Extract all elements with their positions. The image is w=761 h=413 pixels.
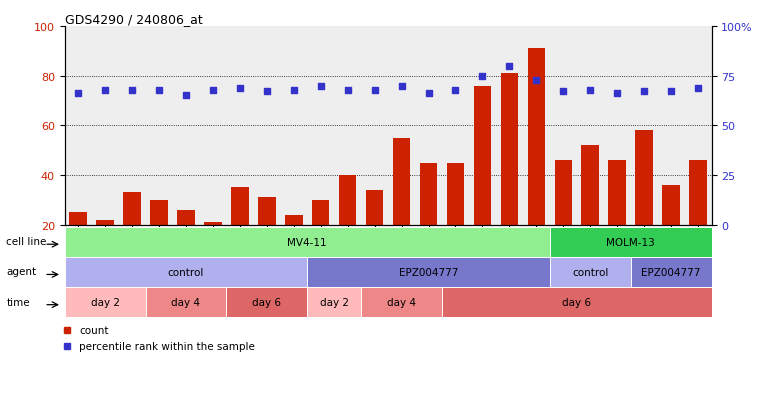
Text: percentile rank within the sample: percentile rank within the sample [79,341,255,351]
Text: control: control [167,267,204,278]
Text: cell line: cell line [6,237,46,247]
Bar [231,188,249,225]
Bar [204,223,221,225]
Point [342,87,354,94]
Point [665,89,677,95]
Bar [69,213,87,225]
Bar [689,161,707,225]
Text: day 2: day 2 [91,297,119,308]
Bar [635,131,653,225]
Text: control: control [572,267,609,278]
Text: MV4-11: MV4-11 [288,237,327,247]
Text: EPZ004777: EPZ004777 [399,267,458,278]
Text: day 2: day 2 [320,297,349,308]
Point [126,87,139,94]
Point [314,83,326,90]
Bar [285,215,303,225]
Bar [527,49,545,225]
Bar [150,200,167,225]
Text: EPZ004777: EPZ004777 [642,267,701,278]
Point [638,89,650,95]
Text: day 4: day 4 [171,297,200,308]
Bar [662,185,680,225]
Point [557,89,569,95]
Point [584,87,597,94]
Point [503,63,515,70]
Bar [312,200,330,225]
Bar [177,210,195,225]
Point [530,77,543,84]
Point [450,87,462,94]
Bar [393,138,410,225]
Point [234,85,246,92]
Bar [555,161,572,225]
Bar [581,146,599,225]
Bar [258,198,275,225]
Point [611,91,623,97]
Point [261,89,273,95]
Bar [123,193,141,225]
Point [72,91,84,97]
Bar [473,86,491,225]
Point [422,91,435,97]
Text: GDS4290 / 240806_at: GDS4290 / 240806_at [65,13,202,26]
Bar [609,161,626,225]
Text: day 6: day 6 [253,297,282,308]
Bar [501,74,518,225]
Bar [420,163,438,225]
Point [288,87,300,94]
Text: count: count [79,325,109,335]
Text: agent: agent [6,267,37,277]
Bar [339,176,356,225]
Point [99,87,111,94]
Point [180,93,192,100]
Point [153,87,165,94]
Text: day 4: day 4 [387,297,416,308]
Text: day 6: day 6 [562,297,591,308]
Point [396,83,408,90]
Point [207,87,219,94]
Point [476,73,489,80]
Bar [366,190,384,225]
Point [368,87,380,94]
Bar [447,163,464,225]
Bar [97,220,114,225]
Text: time: time [6,297,30,307]
Point [692,85,704,92]
Text: MOLM-13: MOLM-13 [607,237,655,247]
